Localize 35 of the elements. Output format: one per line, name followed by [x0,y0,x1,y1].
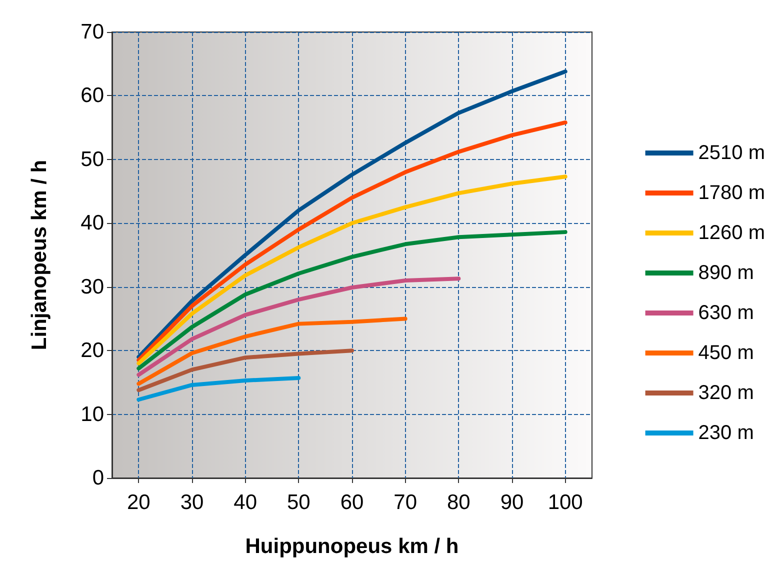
x-tick-label: 90 [500,491,524,514]
line-series [136,376,301,402]
y-tick-label: 40 [80,212,104,235]
line-series [136,230,568,370]
y-tick-label: 50 [80,148,104,171]
y-tick-label: 20 [80,339,104,362]
line-series [136,276,461,377]
line-series [136,174,568,366]
x-tick-label: 30 [180,491,204,514]
y-tick-label: 70 [80,20,104,44]
x-tick-label: 80 [446,491,470,514]
y-tick-label: 0 [92,466,104,490]
legend-label: 2510 m [698,142,766,164]
line-series [136,120,568,362]
x-tick-label: 60 [340,491,364,514]
legend-label: 450 m [698,342,754,364]
line-series [136,348,354,392]
y-axis-title: Linjanopeus km / h [28,160,51,350]
legend-label: 890 m [698,262,754,284]
legend-label: 320 m [698,382,754,404]
x-tick-label: 20 [126,491,150,514]
y-tick-label: 60 [80,84,104,108]
line-series [136,316,408,386]
legend-label: 1780 m [698,182,766,204]
x-tick-label: 50 [286,491,310,514]
legend-label: 1260 m [698,222,766,244]
x-tick-label: 100 [548,491,583,514]
x-axis-title: Huippunopeus km / h [245,535,459,558]
x-tick-label: 40 [234,491,258,514]
line-series [136,70,568,359]
x-tick-label: 70 [394,491,418,514]
y-tick-label: 10 [80,402,104,426]
legend-label: 230 m [698,422,754,444]
legend-label: 630 m [698,302,754,324]
y-tick-label: 30 [80,275,104,298]
